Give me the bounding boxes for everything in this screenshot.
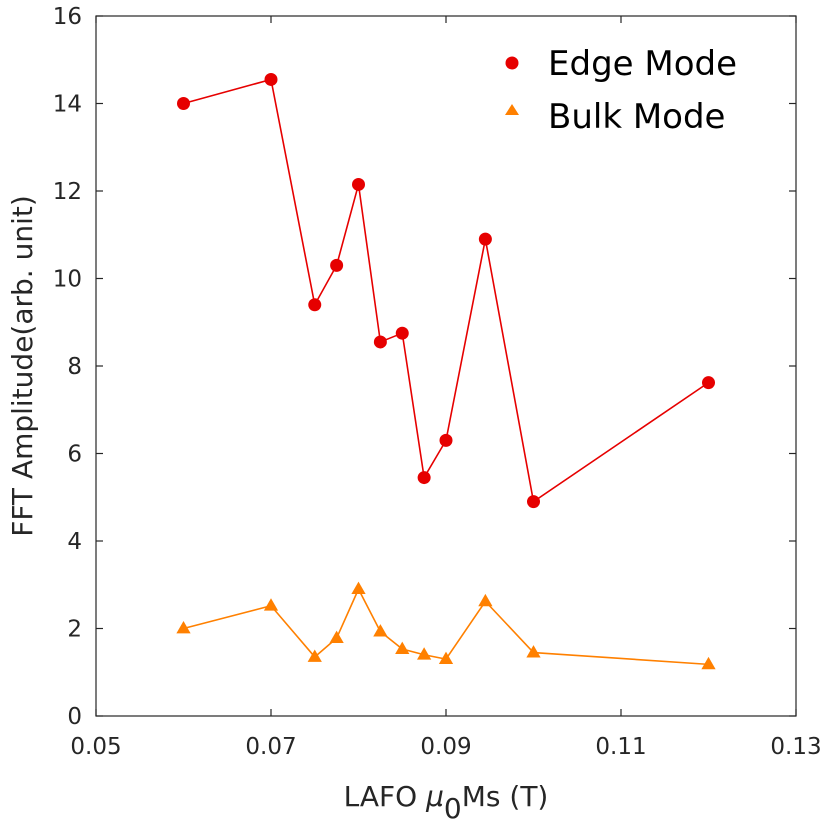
y-tick-label: 10 <box>53 267 82 293</box>
bulk-mode-point <box>417 647 432 660</box>
bulk-mode-point <box>373 624 388 637</box>
bulk-mode-point <box>263 598 279 611</box>
bulk-mode-point <box>351 581 366 594</box>
edge-mode-point <box>527 495 540 509</box>
edge-mode-point <box>439 433 453 447</box>
bulk-mode-point <box>526 645 541 658</box>
plot-frame <box>95 15 797 717</box>
edge-mode-point <box>352 177 365 191</box>
tick-labels-layer: 0.05 0.07 0.09 0.11 0.13 0 2 4 6 8 10 12 14 16 <box>53 4 822 760</box>
edge-mode-point <box>177 97 190 110</box>
x-axis-title-subscript: 0 <box>444 792 462 824</box>
edge-mode-point <box>264 72 278 86</box>
edge-mode-point <box>478 232 492 246</box>
x-tick-label: 0.09 <box>420 734 471 760</box>
y-tick-label: 8 <box>67 354 82 380</box>
edge-mode-point <box>395 326 409 340</box>
legend-bulk-mode-label: Bulk Mode <box>548 97 725 137</box>
bulk-mode-point <box>438 651 454 664</box>
y-axis-title: FFT Amplitude(arb. unit) <box>6 195 39 537</box>
x-axis-title: LAFO μ0Ms (T) <box>344 780 549 824</box>
x-axis-title-mu: μ <box>425 780 444 813</box>
bulk-mode-point <box>307 649 322 662</box>
bulk-mode-point <box>478 593 493 607</box>
edge-mode-point <box>702 376 715 390</box>
y-tick-label: 0 <box>67 704 82 730</box>
bulk-mode-point <box>329 630 344 643</box>
bulk-mode-point <box>176 621 191 634</box>
x-axis-title-suffix: Ms (T) <box>462 780 549 813</box>
bulk-mode-point <box>701 656 716 670</box>
edge-mode-line <box>183 78 709 503</box>
legend-bulk-mode-marker <box>505 104 519 115</box>
x-axis-title-prefix: LAFO <box>344 780 426 813</box>
x-tick-label: 0.05 <box>70 734 121 760</box>
x-tick-label: 0.13 <box>770 734 821 760</box>
bulk-mode-line <box>183 587 709 666</box>
edge-mode-point <box>417 471 431 485</box>
bulk-mode-point <box>395 641 410 654</box>
y-tick-label: 2 <box>67 617 82 643</box>
x-tick-label: 0.07 <box>245 734 296 760</box>
y-tick-label: 14 <box>53 92 82 118</box>
legend-edge-mode-label: Edge Mode <box>548 44 737 84</box>
edge-mode-point <box>373 335 387 349</box>
y-tick-label: 6 <box>67 442 82 468</box>
edge-mode-point <box>308 298 322 312</box>
edge-mode-point <box>330 258 344 272</box>
legend: Edge Mode Bulk Mode <box>505 44 737 137</box>
series-layer <box>176 72 716 670</box>
y-tick-label: 12 <box>53 179 82 205</box>
plot-background <box>96 16 796 716</box>
legend-edge-mode-marker <box>505 56 519 70</box>
x-tick-label: 0.11 <box>595 734 646 760</box>
y-tick-label: 4 <box>67 529 82 555</box>
y-tick-label: 16 <box>53 4 82 30</box>
